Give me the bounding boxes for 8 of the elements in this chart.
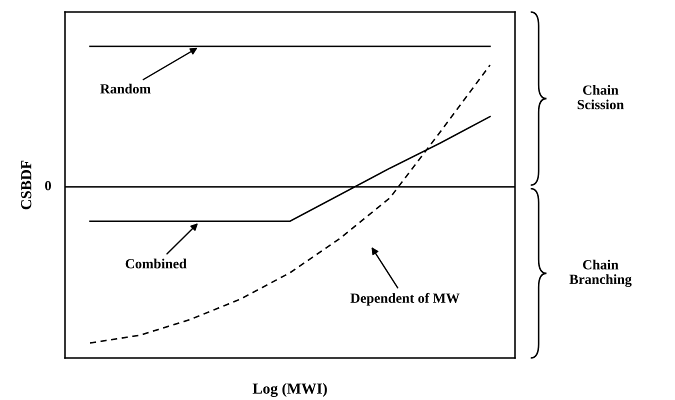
x-axis-title: Log (MWI) — [252, 383, 327, 397]
annotation: Combined — [126, 258, 187, 268]
text: 0 — [45, 180, 51, 190]
annotation: Dependent of MW — [350, 292, 460, 306]
text: Chain Scission — [578, 85, 624, 110]
text: Chain Branching — [569, 260, 632, 287]
y-axis-title: CSBDF — [21, 160, 32, 210]
annotation: Random — [100, 84, 151, 94]
